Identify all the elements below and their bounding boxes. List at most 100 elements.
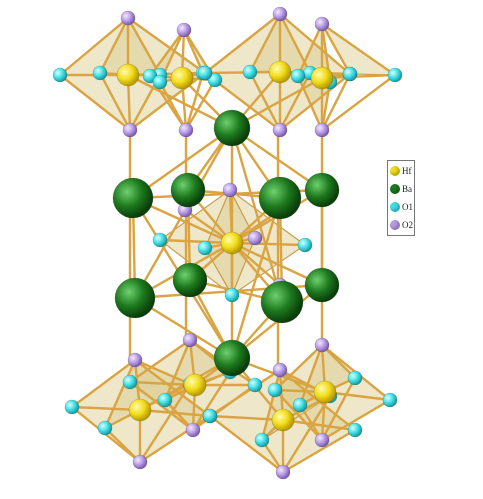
o1-atom bbox=[382, 392, 398, 408]
o1-atom bbox=[290, 68, 306, 84]
bond bbox=[230, 196, 282, 360]
bond bbox=[278, 71, 312, 132]
ba-atom bbox=[112, 177, 154, 219]
bond bbox=[126, 16, 162, 77]
bond bbox=[98, 16, 130, 75]
bond bbox=[273, 343, 324, 392]
bond bbox=[320, 80, 332, 132]
hf-atom bbox=[271, 408, 295, 432]
bond bbox=[248, 12, 282, 74]
bond bbox=[230, 126, 324, 192]
bond bbox=[138, 408, 212, 418]
o1-atom bbox=[152, 232, 168, 248]
bond bbox=[126, 73, 234, 130]
ba-atom bbox=[172, 262, 208, 298]
o2-atom bbox=[132, 454, 148, 470]
legend: Hf Ba O1 O2 bbox=[387, 160, 415, 236]
o1-atom bbox=[347, 370, 363, 386]
legend-item-ba: Ba bbox=[390, 181, 414, 197]
bond bbox=[191, 370, 232, 432]
ba-atom bbox=[304, 267, 340, 303]
bond bbox=[208, 414, 285, 422]
o2-atom bbox=[314, 122, 330, 138]
ba-atom bbox=[213, 339, 251, 377]
o1-atom bbox=[342, 66, 358, 82]
bond bbox=[58, 73, 132, 132]
o1-swatch-icon bbox=[390, 202, 400, 212]
o1-atom bbox=[387, 67, 403, 83]
bond bbox=[133, 358, 192, 386]
o1-atom bbox=[197, 240, 213, 256]
atoms-layer bbox=[52, 6, 403, 480]
o2-atom bbox=[247, 230, 263, 246]
bond bbox=[70, 358, 137, 409]
bond bbox=[163, 338, 192, 402]
o2-atom bbox=[182, 332, 198, 348]
o1-atom bbox=[224, 287, 240, 303]
o2-atom bbox=[127, 352, 143, 368]
hf-atom bbox=[128, 398, 152, 422]
o1-atom bbox=[254, 432, 270, 448]
bond bbox=[203, 12, 282, 75]
o1-atom bbox=[97, 420, 113, 436]
o1-atom bbox=[52, 67, 68, 83]
bond bbox=[320, 22, 352, 76]
o1-atom bbox=[202, 408, 218, 424]
o1-atom bbox=[292, 397, 308, 413]
o1-atom bbox=[197, 65, 213, 81]
o1-atom bbox=[122, 374, 138, 390]
bond bbox=[103, 426, 142, 464]
bond bbox=[158, 238, 234, 245]
hf-atom bbox=[313, 380, 337, 404]
o2-atom bbox=[122, 122, 138, 138]
o2-atom bbox=[176, 22, 192, 38]
o2-atom bbox=[222, 182, 238, 198]
bond bbox=[296, 22, 324, 78]
o1-atom bbox=[92, 65, 108, 81]
bond bbox=[298, 343, 324, 407]
hf-atom bbox=[183, 373, 207, 397]
o2-atom bbox=[272, 6, 288, 22]
bond bbox=[158, 80, 188, 132]
bond bbox=[98, 71, 132, 132]
ba-swatch-icon bbox=[390, 184, 400, 194]
bond bbox=[230, 126, 284, 304]
bond bbox=[208, 414, 285, 474]
o2-atom bbox=[120, 10, 136, 26]
o2-atom bbox=[275, 464, 291, 480]
bond bbox=[281, 428, 357, 474]
ba-atom bbox=[213, 109, 251, 147]
o1-atom bbox=[157, 392, 173, 408]
bond bbox=[320, 376, 357, 442]
ba-atom bbox=[170, 172, 206, 208]
bond bbox=[148, 28, 186, 78]
o1-atom bbox=[297, 237, 313, 253]
bond bbox=[296, 74, 324, 132]
legend-item-o1: O1 bbox=[390, 199, 414, 215]
o1-atom bbox=[347, 422, 363, 438]
bond bbox=[131, 126, 234, 200]
bond bbox=[248, 70, 282, 132]
o1-atom bbox=[267, 382, 283, 398]
hf-swatch-icon bbox=[390, 166, 400, 176]
bond bbox=[126, 16, 207, 75]
bond bbox=[320, 22, 397, 77]
bond bbox=[58, 16, 130, 77]
legend-item-hf: Hf bbox=[390, 163, 414, 179]
bond bbox=[320, 343, 357, 380]
o2-atom bbox=[314, 432, 330, 448]
bond bbox=[281, 394, 332, 474]
bond bbox=[184, 78, 217, 132]
hf-atom bbox=[116, 63, 140, 87]
o2-atom bbox=[314, 337, 330, 353]
o2-atom bbox=[272, 122, 288, 138]
o2-atom bbox=[178, 122, 194, 138]
hf-atom bbox=[268, 60, 292, 84]
bond bbox=[320, 72, 352, 132]
bond bbox=[320, 398, 392, 442]
o1-atom bbox=[242, 64, 258, 80]
bond bbox=[70, 405, 142, 412]
o2-atom bbox=[272, 362, 288, 378]
bond bbox=[103, 358, 137, 430]
